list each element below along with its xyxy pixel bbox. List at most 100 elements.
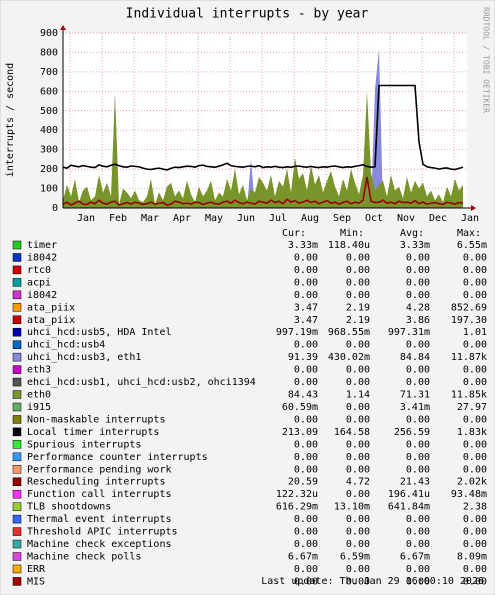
legend-stat: 84.43 [288, 390, 318, 401]
legend-stat: 0.00 [463, 527, 487, 538]
x-tick-label: Jan [77, 213, 95, 224]
legend-stat: 93.48m [451, 489, 487, 500]
legend-stat: 0.00 [406, 414, 430, 425]
legend-stat: 0.00 [346, 452, 370, 463]
legend-stat: 852.69 [451, 302, 487, 313]
watermark: RRDTOOL / TOBI OETIKER [482, 7, 491, 113]
legend-stat: 0.00 [406, 527, 430, 538]
legend-stat: 997.31m [388, 327, 430, 338]
legend-stat: 0.00 [463, 340, 487, 351]
axis-arrow [471, 205, 476, 211]
legend-stat: 6.55m [457, 240, 487, 251]
legend-stat: 0.00 [463, 365, 487, 376]
legend-stat: 0.00 [406, 576, 430, 587]
legend-stat: 0.00 [294, 576, 318, 587]
legend-stat: 0.00 [463, 452, 487, 463]
legend-stat: 430.02m [328, 352, 370, 363]
legend-stat: 0.00 [463, 265, 487, 276]
legend-stat: 13.10m [334, 502, 370, 513]
legend-stat: 0.00 [406, 365, 430, 376]
legend-stat: 3.33m [288, 240, 318, 251]
legend-stat: 0.00 [346, 489, 370, 500]
legend-stat: 0.00 [346, 414, 370, 425]
legend-label: Performance pending work [27, 464, 172, 475]
legend-stat: 71.31 [400, 390, 430, 401]
legend-label: ata_piix [27, 302, 75, 313]
x-tick-label: Jun [237, 213, 255, 224]
legend-stat: 0.00 [406, 564, 430, 575]
legend-swatch [12, 452, 22, 462]
legend-stat: 0.00 [463, 539, 487, 550]
legend-stat: 0.00 [294, 252, 318, 263]
legend-stat: 0.00 [406, 252, 430, 263]
legend-swatch [12, 489, 22, 499]
legend-stat: 0.00 [406, 290, 430, 301]
legend-stat: 0.00 [346, 564, 370, 575]
legend-stat: 0.00 [463, 514, 487, 525]
legend-stat: 0.00 [346, 277, 370, 288]
legend-stat: 0.00 [463, 439, 487, 450]
legend-stat: 256.59 [394, 427, 430, 438]
legend-stat: 0.00 [346, 290, 370, 301]
legend-swatch [12, 539, 22, 549]
legend-stat: 3.47 [294, 302, 318, 313]
legend-stat: 0.00 [294, 340, 318, 351]
legend-stat: 0.00 [346, 265, 370, 276]
legend-stat: 213.09 [282, 427, 318, 438]
legend-stat: 197.30 [451, 315, 487, 326]
legend-stat: 0.00 [463, 277, 487, 288]
y-tick-label: 700 [40, 67, 58, 78]
chart-title: Individual interrupts - by year [126, 7, 369, 22]
legend-stat: 0.00 [463, 377, 487, 388]
legend-stat: 0.00 [294, 539, 318, 550]
legend-swatch [12, 303, 22, 312]
legend-stat: 0.00 [294, 277, 318, 288]
legend-stat: 6.67m [400, 552, 430, 563]
column-header: Min: [340, 228, 364, 239]
legend-label: eth0 [27, 390, 51, 401]
legend-stat: 3.86 [406, 315, 430, 326]
x-tick-label: Jul [269, 213, 287, 224]
line [62, 84, 464, 171]
axis-arrow [60, 25, 66, 30]
legend-stat: 0.00 [346, 514, 370, 525]
legend-swatch [12, 465, 22, 474]
line [62, 176, 464, 207]
y-tick-label: 600 [40, 86, 58, 97]
legend-stat: 0.00 [294, 290, 318, 301]
legend-stat: 0.00 [294, 439, 318, 450]
legend-swatch [12, 552, 22, 561]
legend-label: Machine check polls [27, 552, 141, 563]
x-tick-label: Nov [397, 213, 415, 224]
legend-stat: 0.00 [294, 514, 318, 525]
x-tick-label: Aug [301, 213, 319, 224]
legend-stat: 1.01 [463, 327, 487, 338]
legend-stat: 6.59m [340, 552, 370, 563]
x-tick-label: Apr [173, 213, 191, 224]
legend-swatch [12, 440, 22, 449]
legend-stat: 1.14 [346, 390, 370, 401]
legend-label: ata_piix [27, 315, 75, 326]
legend-label: Threshold APIC interrupts [27, 527, 178, 538]
legend-stat: 11.87k [451, 352, 487, 363]
legend-stat: 0.00 [406, 464, 430, 475]
legend-stat: 0.00 [346, 576, 370, 587]
legend-stat: 0.00 [406, 514, 430, 525]
legend-stat: 0.00 [406, 539, 430, 550]
legend-stat: 0.00 [406, 277, 430, 288]
legend-stat: 164.58 [334, 427, 370, 438]
last-update: Last update: Thu Jan 29 16:00:10 2026 [261, 576, 484, 587]
legend-label: MIS [27, 576, 45, 587]
legend-stat: 0.00 [406, 265, 430, 276]
legend-stat: 60.59m [282, 402, 318, 413]
legend-stat: 20.59 [288, 477, 318, 488]
legend-label: uhci_hcd:usb3, eth1 [27, 352, 141, 363]
legend-stat: 0.00 [406, 340, 430, 351]
legend-swatch [12, 253, 22, 262]
y-tick-label: 500 [40, 106, 58, 117]
y-tick-label: 800 [40, 47, 58, 58]
plot-area [63, 33, 467, 208]
x-tick-label: May [205, 213, 223, 224]
legend-stat: 997.19m [276, 327, 318, 338]
legend-stat: 0.00 [463, 252, 487, 263]
